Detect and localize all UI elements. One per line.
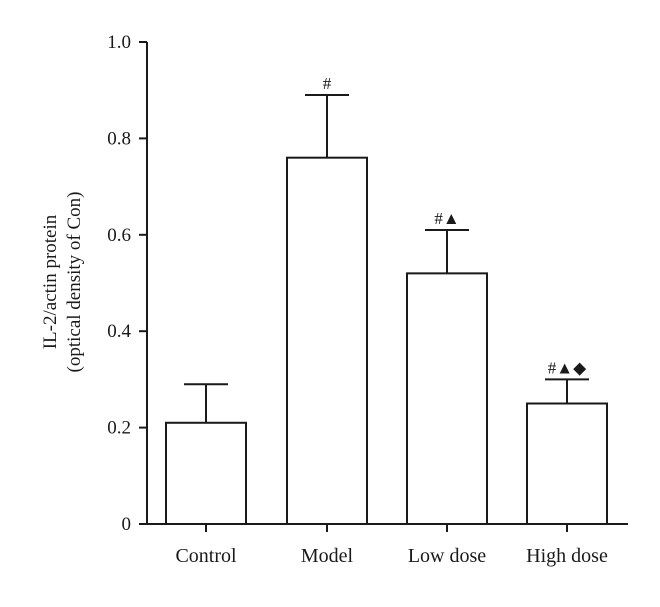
bar [406, 272, 488, 525]
y-tick-label: 0.4 [107, 321, 131, 342]
bar [526, 402, 608, 525]
significance-annotation: #▲◆ [548, 358, 587, 377]
y-axis-label: IL-2/actin protein (optical density of C… [40, 192, 85, 373]
y-tick-label: 0 [122, 514, 132, 535]
x-tick-label: Model [301, 545, 354, 567]
x-tick-label: Low dose [408, 545, 486, 567]
y-tick-label: 0.8 [107, 128, 131, 149]
x-tick-label: High dose [526, 545, 608, 567]
bar [165, 421, 247, 525]
labels: Control Model # Low dose #▲ High dose #▲◆ [175, 74, 608, 567]
y-tick-label: 1.0 [107, 32, 131, 53]
y-tick-label: 0.2 [107, 418, 131, 439]
error-bars [184, 94, 589, 423]
y-axis-label-line-2: (optical density of Con) [64, 192, 85, 373]
y-tick-label: 0.6 [107, 225, 131, 246]
significance-annotation: #▲ [434, 209, 459, 228]
y-axis-label-line-1: IL-2/actin protein [40, 214, 61, 349]
significance-annotation: # [323, 74, 332, 93]
bars [165, 156, 608, 525]
x-tick-label: Control [175, 545, 237, 567]
bar [286, 156, 368, 525]
